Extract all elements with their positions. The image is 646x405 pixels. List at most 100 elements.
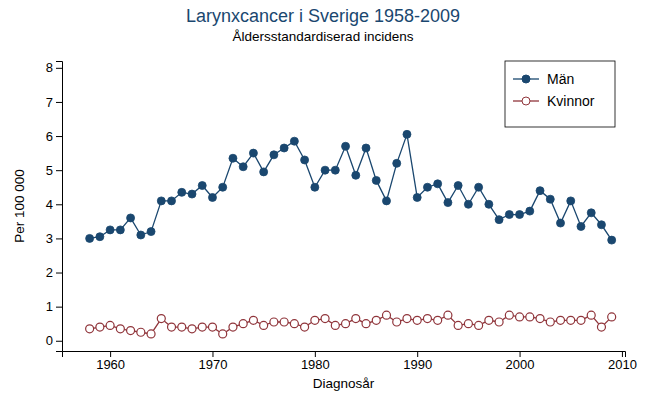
x-axis-title: Diagnosår (313, 376, 375, 391)
series-marker (321, 166, 329, 174)
y-tick: 7 (46, 95, 62, 110)
y-tick-mark (56, 170, 62, 171)
y-axis-title: Per 100 000 (12, 169, 27, 243)
x-axis-line (63, 352, 626, 358)
y-tick-mark (56, 307, 62, 308)
legend-marker (522, 97, 530, 105)
x-tick-mark (315, 351, 316, 357)
x-tick-label: 2010 (608, 357, 637, 372)
series-marker (249, 316, 257, 324)
y-tick-mark (56, 102, 62, 103)
series-marker (567, 316, 575, 324)
series-marker (96, 323, 104, 331)
y-axis: 012345678 (46, 60, 63, 351)
series-marker (198, 182, 206, 190)
series-marker (495, 216, 503, 224)
series-marker (526, 207, 534, 215)
series-marker (557, 316, 565, 324)
series-marker (475, 321, 483, 329)
series-marker (311, 183, 319, 191)
chart: Larynxcancer i Sverige 1958-2009Åldersst… (0, 0, 646, 405)
series-marker (157, 315, 165, 323)
y-tick: 3 (46, 231, 62, 246)
x-tick: 2010 (608, 351, 637, 372)
series-marker (454, 182, 462, 190)
series-marker (372, 176, 380, 184)
y-tick-mark (56, 273, 62, 274)
legend-label: Kvinnor (547, 93, 595, 109)
x-tick-label: 1970 (199, 357, 228, 372)
y-tick: 8 (46, 60, 62, 75)
series-marker (362, 320, 370, 328)
series-marker (137, 231, 145, 239)
series-marker (382, 311, 390, 319)
series-marker (208, 193, 216, 201)
x-tick-mark (110, 351, 111, 357)
series-marker (608, 236, 616, 244)
y-tick-label: 7 (46, 95, 53, 110)
series-marker (577, 316, 585, 324)
y-tick-mark (56, 136, 62, 137)
series-marker (270, 151, 278, 159)
y-tick: 4 (46, 197, 62, 212)
x-tick: 1990 (403, 351, 432, 372)
series-marker (106, 226, 114, 234)
series-marker (587, 209, 595, 217)
y-tick-mark (56, 68, 62, 69)
x-tick-mark (622, 351, 623, 357)
series-marker (485, 316, 493, 324)
series-line (90, 134, 612, 240)
y-tick-label: 6 (46, 129, 53, 144)
title: Larynxcancer i Sverige 1958-2009 (186, 6, 460, 26)
series-marker (536, 315, 544, 323)
series-marker (342, 320, 350, 328)
series-marker (229, 154, 237, 162)
series-marker (413, 193, 421, 201)
series-marker (608, 313, 616, 321)
series-marker (567, 197, 575, 205)
x-tick: 1970 (199, 351, 228, 372)
y-tick-label: 2 (46, 265, 53, 280)
series-marker (188, 325, 196, 333)
series-marker (86, 325, 94, 333)
x-tick: 1960 (96, 351, 125, 372)
x-tick: 2000 (506, 351, 535, 372)
series-marker (393, 159, 401, 167)
series-marker (157, 197, 165, 205)
series-marker (311, 316, 319, 324)
series-marker (137, 328, 145, 336)
series-marker (301, 323, 309, 331)
series-marker (168, 197, 176, 205)
series-marker (127, 327, 135, 335)
series-marker (382, 197, 390, 205)
series-marker (577, 222, 585, 230)
series-marker (423, 183, 431, 191)
series-marker (597, 323, 605, 331)
y-tick-label: 0 (46, 333, 53, 348)
x-axis: 1960 1970 1980 1990 2000 2010 (63, 351, 637, 372)
series-marker (423, 315, 431, 323)
series-marker (290, 320, 298, 328)
series-marker (342, 142, 350, 150)
y-tick-label: 3 (46, 231, 53, 246)
series-marker (526, 313, 534, 321)
legend-label: Män (547, 71, 574, 87)
series-marker (106, 321, 114, 329)
legend-box (505, 61, 615, 127)
legend-marker (522, 75, 530, 83)
series-marker (331, 321, 339, 329)
y-tick-mark (56, 341, 62, 342)
series-marker (116, 325, 124, 333)
x-tick: 1980 (301, 351, 330, 372)
series-marker (188, 190, 196, 198)
series-marker (454, 321, 462, 329)
y-tick: 0 (46, 333, 62, 348)
series-marker (352, 315, 360, 323)
series-marker (331, 166, 339, 174)
series-marker (260, 168, 268, 176)
y-tick-label: 4 (46, 197, 53, 212)
series-marker (280, 144, 288, 152)
x-tick-mark (212, 351, 213, 357)
x-tick-label: 1960 (96, 357, 125, 372)
series-marker (178, 323, 186, 331)
